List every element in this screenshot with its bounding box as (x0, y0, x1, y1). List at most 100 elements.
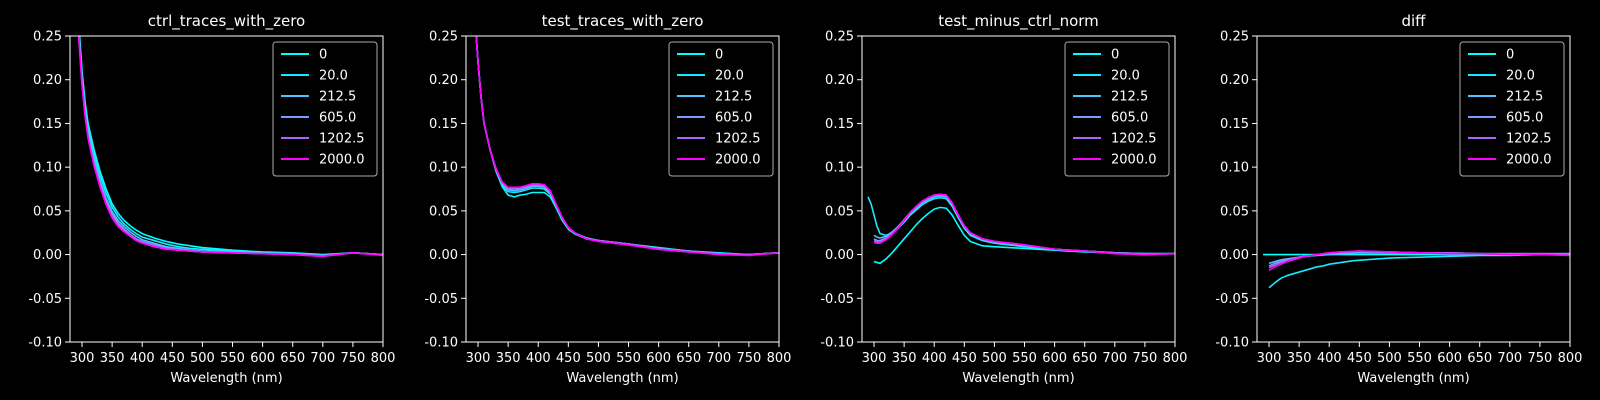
y-tick-label: 0.20 (825, 73, 854, 88)
x-tick-label: 400 (526, 351, 551, 366)
y-tick-label: 0.10 (825, 161, 854, 176)
y-tick-label: 0.00 (825, 248, 854, 263)
x-tick-label: 750 (340, 351, 365, 366)
legend-label: 605.0 (1506, 111, 1543, 126)
y-tick-label: 0.05 (825, 204, 854, 219)
legend-label: 0 (715, 48, 723, 63)
x-tick-label: 550 (1012, 351, 1037, 366)
x-tick-label: 650 (280, 351, 305, 366)
y-tick-label: -0.10 (1215, 336, 1249, 351)
y-tick-label: 0.05 (33, 204, 62, 219)
x-tick-label: 300 (1257, 351, 1282, 366)
x-axis-label: Wavelength (nm) (962, 371, 1074, 386)
axes-frame (861, 35, 1176, 343)
x-axis-label: Wavelength (nm) (170, 371, 282, 386)
legend-label: 0 (1506, 48, 1514, 63)
x-tick-label: 400 (1317, 351, 1342, 366)
y-tick-label: 0.25 (1220, 30, 1249, 45)
y-tick-label: 0.15 (429, 117, 458, 132)
y-tick-label: -0.05 (1215, 292, 1249, 307)
y-tick-label: 0.10 (33, 161, 62, 176)
x-tick-label: 450 (1347, 351, 1372, 366)
x-tick-label: 350 (892, 351, 917, 366)
y-tick-label: -0.10 (28, 336, 62, 351)
x-tick-label: 300 (466, 351, 491, 366)
y-tick-label: -0.10 (424, 336, 458, 351)
axes-frame (465, 35, 780, 343)
legend-label: 2000.0 (319, 153, 365, 168)
legend: 0 20.0 212.5 605.0 1202.5 2000.0 (668, 41, 774, 177)
legend-label: 605.0 (715, 111, 752, 126)
series-line-20-0 (1268, 253, 1570, 289)
y-tick-label: 0.10 (1220, 161, 1249, 176)
x-axis-label: Wavelength (nm) (566, 371, 678, 386)
y-tick-label: 0.00 (33, 248, 62, 263)
legend-label: 1202.5 (1506, 132, 1552, 147)
legend-label: 212.5 (715, 90, 752, 105)
x-tick-label: 700 (310, 351, 335, 366)
legend-label: 2000.0 (1111, 153, 1157, 168)
x-tick-label: 650 (1467, 351, 1492, 366)
y-tick-label: -0.05 (820, 292, 854, 307)
series-line-2000-0 (873, 193, 1175, 256)
plot-area (867, 193, 1175, 265)
x-tick-label: 350 (1287, 351, 1312, 366)
legend-label: 0 (319, 48, 327, 63)
x-tick-label: 600 (250, 351, 275, 366)
y-tick-label: 0.20 (33, 73, 62, 88)
x-tick-label: 550 (616, 351, 641, 366)
y-tick-label: 0.25 (429, 30, 458, 45)
y-tick-label: 0.25 (33, 30, 62, 45)
x-tick-label: 500 (982, 351, 1007, 366)
legend-label: 20.0 (1506, 69, 1535, 84)
series-line-2000-0 (77, 36, 383, 258)
x-tick-label: 300 (70, 351, 95, 366)
x-tick-label: 650 (1072, 351, 1097, 366)
y-tick-label: 0.15 (825, 117, 854, 132)
x-tick-label: 450 (952, 351, 977, 366)
x-tick-label: 300 (862, 351, 887, 366)
y-tick-label: 0.20 (429, 73, 458, 88)
x-tick-label: 500 (1377, 351, 1402, 366)
x-tick-label: 400 (130, 351, 155, 366)
x-tick-label: 800 (371, 351, 396, 366)
panel-test-minus-ctrl: test_minus_ctrl_norm Wavelength (nm) 300… (820, 12, 1187, 386)
x-tick-label: 700 (1497, 351, 1522, 366)
legend-label: 20.0 (715, 69, 744, 84)
panel-test-traces: test_traces_with_zero Wavelength (nm) 30… (424, 12, 792, 386)
panel-ctrl-traces: ctrl_traces_with_zero Wavelength (nm) 30… (28, 12, 396, 386)
legend-label: 1202.5 (319, 132, 365, 147)
y-tick-label: -0.05 (28, 292, 62, 307)
legend-label: 605.0 (319, 111, 356, 126)
legend: 0 20.0 212.5 605.0 1202.5 2000.0 (272, 41, 378, 177)
x-axis-label: Wavelength (nm) (1357, 371, 1469, 386)
x-tick-label: 600 (1437, 351, 1462, 366)
x-tick-label: 350 (100, 351, 125, 366)
x-tick-label: 700 (706, 351, 731, 366)
legend-label: 1202.5 (1111, 132, 1157, 147)
x-tick-label: 600 (646, 351, 671, 366)
x-tick-label: 650 (676, 351, 701, 366)
legend: 0 20.0 212.5 605.0 1202.5 2000.0 (1459, 41, 1565, 177)
legend-label: 2000.0 (1506, 153, 1552, 168)
y-tick-label: 0.15 (1220, 117, 1249, 132)
series-line-0 (873, 206, 1175, 265)
panel-title: test_traces_with_zero (542, 12, 704, 31)
plot-area (77, 36, 383, 258)
panel-title: diff (1401, 12, 1426, 30)
x-tick-label: 450 (160, 351, 185, 366)
x-tick-label: 800 (1163, 351, 1188, 366)
x-tick-label: 800 (767, 351, 792, 366)
legend-label: 212.5 (319, 90, 356, 105)
legend-label: 0 (1111, 48, 1119, 63)
x-tick-label: 750 (1527, 351, 1552, 366)
y-tick-label: 0.10 (429, 161, 458, 176)
x-tick-label: 400 (922, 351, 947, 366)
legend-label: 2000.0 (715, 153, 761, 168)
legend-label: 20.0 (1111, 69, 1140, 84)
y-tick-label: 0.15 (33, 117, 62, 132)
legend-label: 605.0 (1111, 111, 1148, 126)
x-tick-label: 550 (220, 351, 245, 366)
y-tick-label: 0.25 (825, 30, 854, 45)
